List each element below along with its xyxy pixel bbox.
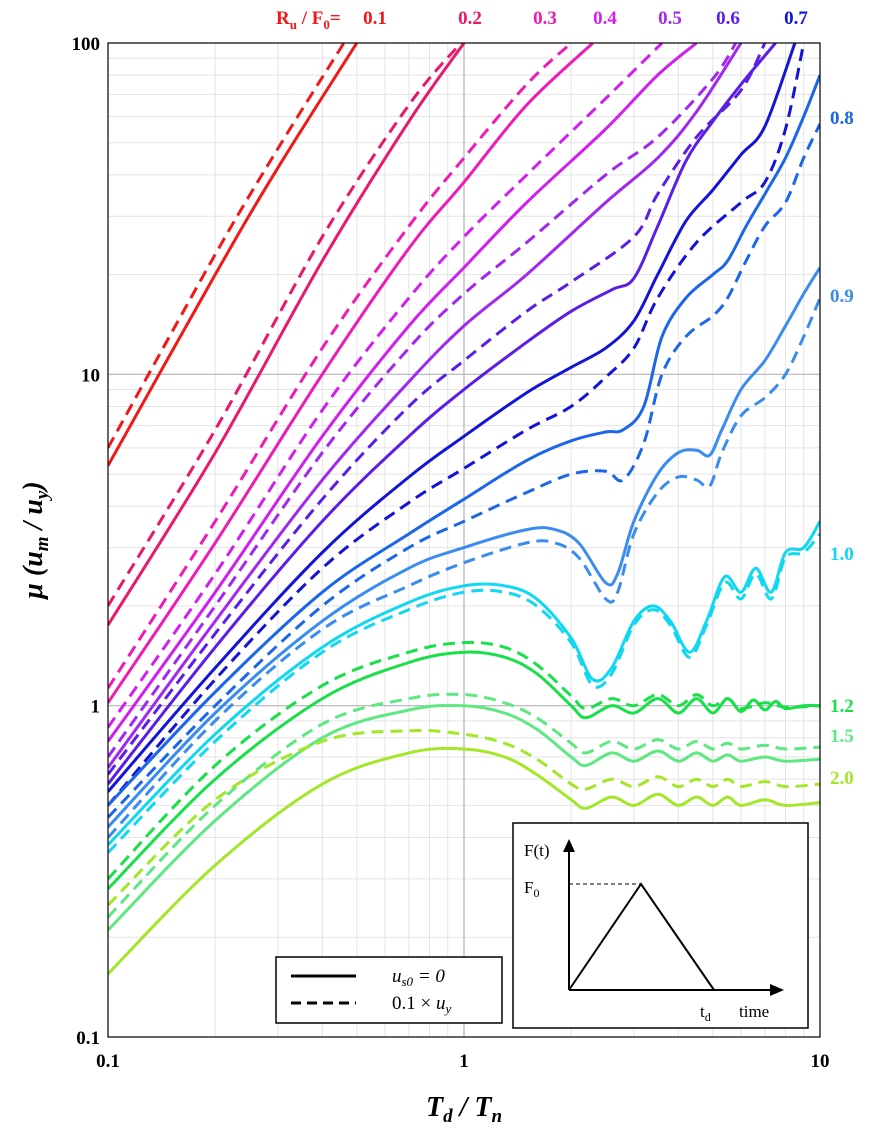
series-1.0-dashed (108, 532, 820, 854)
ratio-label-0.6: 0.6 (716, 8, 740, 29)
x-axis-title: Td / Tn (426, 1092, 502, 1127)
inset-x-arrow-icon (770, 984, 784, 996)
series-0.3-dashed (108, 43, 573, 689)
y-tick-label: 10 (81, 365, 100, 386)
inset-y-label: F(t) (524, 841, 550, 860)
plot-frame (107, 42, 821, 1038)
x-tick-label: 10 (811, 1051, 830, 1072)
ratio-label-1.5: 1.5 (830, 726, 854, 747)
series-0.6-dashed (108, 43, 767, 776)
x-tick-label: 1 (459, 1051, 469, 1072)
legend-box (275, 956, 503, 1024)
legend: us0 = 0 0.1 × uy (275, 956, 503, 1024)
series-0.9-dashed (108, 297, 820, 839)
series-0.2-dashed (108, 43, 463, 607)
series-2.0-solid (108, 746, 820, 975)
inset-td-label: td (700, 1002, 711, 1024)
series-0.4-solid (108, 43, 698, 743)
y-tick-label: 1 (91, 697, 101, 718)
ratio-header: Ru / F0= (276, 8, 341, 32)
ratio-label-0.4: 0.4 (593, 8, 617, 29)
series-0.6-solid (108, 43, 777, 786)
series-layer (108, 43, 820, 975)
inset-y-arrow-icon (563, 839, 575, 852)
ratio-label-0.7: 0.7 (784, 8, 808, 29)
series-0.8-dashed (108, 123, 820, 819)
ratio-label-1.0: 1.0 (830, 544, 854, 565)
series-0.1-dashed (108, 43, 346, 449)
inset-diagram: F(t) F0 td time (512, 822, 809, 1029)
y-tick-label: 0.1 (76, 1028, 100, 1049)
legend-dashed-label: 0.1 × uy (392, 993, 451, 1016)
y-tick-label: 100 (72, 34, 101, 55)
series-0.5-solid (108, 43, 743, 769)
ratio-label-0.8: 0.8 (830, 108, 854, 129)
series-1.5-solid (108, 703, 820, 932)
ratio-label-0.9: 0.9 (830, 286, 854, 307)
series-0.4-dashed (108, 43, 664, 729)
ratio-label-0.5: 0.5 (658, 8, 682, 29)
series-0.5-dashed (108, 43, 738, 758)
series-2.0-dashed (108, 729, 820, 907)
series-0.9-solid (108, 266, 820, 829)
tick-labels: 0.1 1 10 0.1 1 10 100 (72, 34, 830, 1072)
series-1.0-solid (108, 520, 820, 846)
ratio-label-0.1: 0.1 (363, 8, 387, 29)
series-0.1-solid (108, 43, 359, 467)
x-tick-label: 0.1 (96, 1051, 120, 1072)
inset-box (512, 822, 809, 1029)
y-axis-title: μ (um / uy) (18, 481, 53, 600)
legend-solid-label: us0 = 0 (392, 966, 445, 989)
series-0.7-dashed (108, 43, 806, 807)
ratio-label-0.3: 0.3 (533, 8, 557, 29)
series-0.8-solid (108, 74, 820, 807)
series-1.2-solid (108, 650, 820, 890)
series-1.5-dashed (108, 692, 820, 919)
ratio-labels: Ru / F0= 0.1 0.2 0.3 0.4 0.5 0.6 0.7 0.8 0.9 1.0 1… (276, 8, 854, 789)
ratio-label-2.0: 2.0 (830, 768, 854, 789)
ratio-label-1.2: 1.2 (830, 696, 854, 717)
ratio-label-0.2: 0.2 (458, 8, 482, 29)
inset-x-label: time (739, 1002, 769, 1021)
series-0.3-solid (108, 43, 594, 704)
inset-peak-label: F0 (524, 878, 539, 900)
series-1.2-dashed (108, 640, 820, 880)
series-0.7-solid (108, 43, 797, 793)
series-0.2-solid (108, 43, 466, 626)
